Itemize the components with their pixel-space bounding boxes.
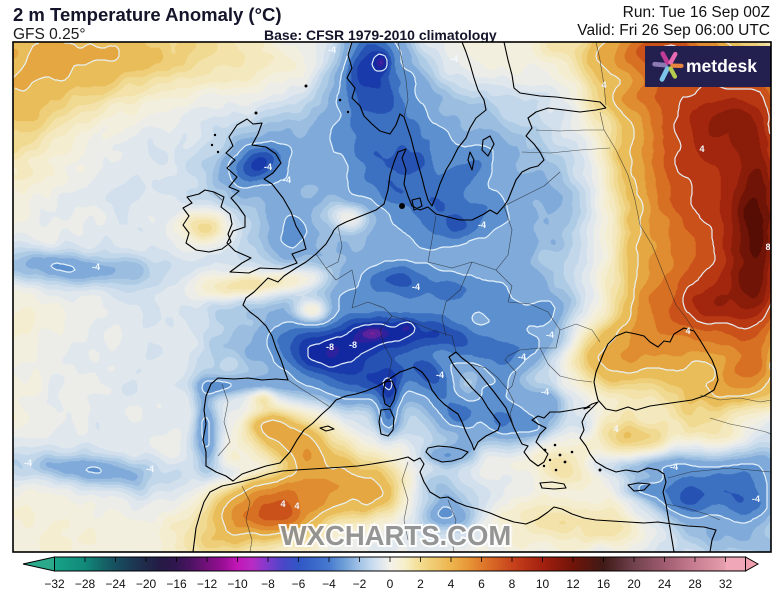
- svg-text:2: 2: [417, 577, 424, 591]
- svg-text:4: 4: [685, 326, 690, 336]
- svg-text:-4: -4: [146, 464, 154, 474]
- svg-text:WXCHARTS.COM: WXCHARTS.COM: [281, 520, 512, 551]
- svg-text:24: 24: [658, 577, 672, 591]
- svg-text:20: 20: [627, 577, 641, 591]
- svg-text:−2: −2: [353, 577, 367, 591]
- svg-text:-8: -8: [326, 342, 334, 352]
- svg-text:4: 4: [280, 499, 285, 509]
- svg-text:-4: -4: [670, 462, 678, 472]
- svg-text:−10: −10: [227, 577, 248, 591]
- svg-text:0: 0: [387, 577, 394, 591]
- svg-text:10: 10: [536, 577, 550, 591]
- svg-text:8: 8: [509, 577, 516, 591]
- svg-text:-4: -4: [283, 175, 291, 185]
- svg-text:−16: −16: [166, 577, 187, 591]
- svg-text:-4: -4: [546, 330, 554, 340]
- svg-text:16: 16: [597, 577, 611, 591]
- svg-text:-4: -4: [92, 262, 100, 272]
- svg-text:−12: −12: [197, 577, 218, 591]
- svg-text:-4: -4: [518, 352, 526, 362]
- svg-text:-4: -4: [541, 387, 549, 397]
- svg-text:−8: −8: [261, 577, 275, 591]
- svg-text:-4: -4: [264, 162, 272, 172]
- svg-text:4: 4: [613, 424, 618, 434]
- svg-text:-4: -4: [450, 54, 458, 64]
- svg-text:4: 4: [699, 144, 704, 154]
- svg-text:4: 4: [294, 501, 299, 511]
- svg-text:28: 28: [688, 577, 702, 591]
- svg-text:−6: −6: [292, 577, 306, 591]
- svg-text:-4: -4: [478, 220, 486, 230]
- svg-text:6: 6: [478, 577, 485, 591]
- svg-text:−32: −32: [44, 577, 65, 591]
- svg-text:-4: -4: [436, 370, 444, 380]
- svg-text:-8: -8: [349, 340, 357, 350]
- svg-text:-4: -4: [752, 494, 760, 504]
- svg-text:32: 32: [719, 577, 733, 591]
- svg-text:−4: −4: [322, 577, 336, 591]
- svg-text:4: 4: [448, 577, 455, 591]
- svg-text:−28: −28: [75, 577, 96, 591]
- svg-text:metdesk: metdesk: [686, 56, 757, 76]
- svg-text:-4: -4: [328, 45, 336, 55]
- svg-text:8: 8: [765, 242, 770, 252]
- svg-text:-4: -4: [412, 282, 420, 292]
- svg-text:−20: −20: [136, 577, 157, 591]
- svg-text:-4: -4: [24, 458, 32, 468]
- svg-text:12: 12: [566, 577, 580, 591]
- svg-text:4: 4: [601, 80, 606, 90]
- svg-text:−24: −24: [105, 577, 126, 591]
